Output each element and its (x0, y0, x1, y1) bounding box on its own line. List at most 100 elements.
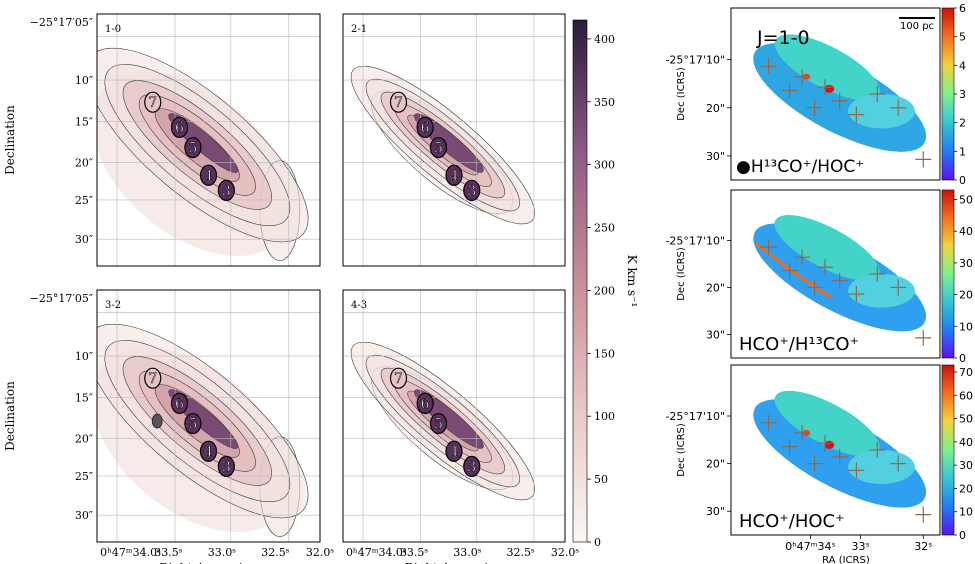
source-ellipse-5 (184, 136, 202, 159)
ratio-colorbar-tick-label: 30 (959, 459, 973, 472)
x-tick-label: 0ʰ47ᵐ34.0ˢ (346, 546, 407, 559)
ratio-colorbar-tick-label: 50 (959, 194, 973, 207)
ratio-label: ●H¹³CO⁺/HOC⁺ (736, 157, 864, 177)
colorbar-gradient (572, 19, 588, 543)
x-tick-label: 32ˢ (914, 540, 932, 553)
colorbar-tick-label: 400 (594, 33, 615, 46)
source-ellipse-7 (144, 91, 162, 113)
x-tick-label: 33ˢ (852, 540, 870, 553)
colorbar-tick-label: 0 (594, 536, 601, 549)
y-tick-label: 15″ (75, 115, 93, 128)
source-ellipse-4 (199, 440, 218, 462)
y-tick-label: -25°17'10" (665, 410, 725, 423)
y-tick-label: 20″ (75, 433, 93, 446)
ratio-colorbar-tick-label: 4 (959, 59, 966, 72)
y-tick-label: 25″ (75, 194, 93, 207)
source-ellipse-5 (429, 136, 448, 159)
y-tick-label: 15″ (75, 391, 93, 404)
source-label-3: 3 (467, 459, 476, 475)
source-cross (869, 266, 886, 282)
colorbar-tick-label: 150 (594, 347, 615, 360)
panel-frame (96, 13, 321, 267)
source-cross (806, 455, 823, 472)
x-axis-label: Right Ascension (159, 561, 258, 564)
panel-frame (96, 289, 321, 543)
y-tick-label: −25°17′05″ (30, 292, 93, 305)
y-axis-label: Dec (ICRS) (676, 423, 687, 477)
ratio-colorbar-tick-label: 5 (959, 31, 966, 44)
source-cross (760, 239, 777, 256)
colorbar-tick-label: 200 (594, 284, 615, 297)
source-ellipse-4 (445, 164, 463, 186)
ratio-colorbar (941, 189, 955, 359)
source-cross (915, 506, 932, 523)
colorbar-tick-label: 300 (594, 159, 615, 172)
source-ellipse-3 (463, 179, 481, 201)
source-label-6: 6 (421, 396, 430, 412)
source-label-7: 7 (148, 95, 157, 111)
source-label-4: 4 (204, 168, 213, 184)
y-tick-label: -25°17'10" (665, 54, 725, 67)
ratio-label: HCO⁺/H¹³CO⁺ (739, 334, 859, 355)
source-label-3: 3 (222, 183, 231, 199)
x-tick-label: 32.5ˢ (506, 546, 534, 559)
beam-ellipse (151, 413, 163, 429)
ratio-panel-3: -25°17'10" 20" 30" Dec (ICRS) HCO⁺/HOC⁺ 0 10 20… (665, 364, 973, 564)
ratio-colorbar-tick-label: 0 (959, 174, 966, 187)
ratio-colorbar-tick-label: 20 (959, 289, 973, 302)
source-label-4: 4 (450, 444, 459, 460)
colorbar-tick-label: 350 (594, 96, 615, 109)
panel-frame (730, 364, 941, 536)
source-ellipse-3 (217, 455, 235, 477)
ratio-colorbar-tick-label: 6 (959, 2, 966, 15)
source-cross (915, 329, 932, 346)
y-tick-label: 25″ (75, 470, 93, 483)
x-axis-label: Right Ascension (405, 561, 504, 564)
ratio-colorbar-tick-label: 70 (959, 366, 973, 379)
ratio-colorbar-tick-label: 40 (959, 225, 973, 238)
source-ellipse-7 (144, 367, 162, 389)
x-tick-label: 0ʰ47ᵐ34.0ˢ (100, 546, 161, 559)
y-tick-label: 30" (706, 328, 725, 341)
source-cross (869, 86, 886, 102)
source-cross (817, 435, 834, 452)
source-cross (760, 414, 777, 431)
ratio-colorbar (941, 364, 955, 536)
ratio-map-highlight (774, 390, 880, 457)
source-cross (848, 286, 865, 303)
ratio-map-east (848, 94, 915, 129)
source-cross (890, 99, 907, 116)
source-cross (794, 68, 811, 85)
source-label-7: 7 (394, 95, 403, 111)
source-cross (781, 82, 798, 99)
y-tick-label: −25°17′05″ (30, 16, 93, 29)
source-cross (817, 259, 834, 276)
x-tick-label: 32.5ˢ (261, 546, 289, 559)
y-tick-label: 30″ (75, 233, 93, 246)
source-label-5: 5 (434, 141, 443, 157)
x-tick-label: 32.0ˢ (306, 546, 334, 559)
x-tick-label: 33.5ˢ (154, 546, 182, 559)
x-tick-label: 33.0ˢ (453, 546, 481, 559)
source-label-6: 6 (175, 120, 184, 136)
source-label-5: 5 (434, 417, 443, 433)
source-label-5: 5 (188, 417, 197, 433)
source-cross (781, 438, 798, 455)
y-axis-label: Declination (3, 381, 17, 451)
source-cross (806, 279, 823, 296)
ratio-panel-2: -25°17'10" 20" 30" Dec (ICRS) HCO⁺/H¹³CO⁺ 0 10… (665, 189, 973, 365)
panel-frame (342, 289, 566, 543)
right-ratio-maps: -25°17'10" 20" 30" Dec (ICRS) ●H¹³CO⁺/HOC⁺ J=… (665, 2, 973, 564)
ratio-peak (824, 84, 835, 93)
x-tick-label: 33.0ˢ (208, 546, 236, 559)
ratio-colorbar-tick-label: 40 (959, 436, 973, 449)
ratio-colorbar-tick-label: 3 (959, 88, 966, 101)
source-cross (890, 279, 907, 296)
source-cross (817, 79, 834, 96)
colorbar-tick-label: 50 (594, 473, 608, 486)
source-cross (831, 448, 848, 465)
source-ellipse-6 (170, 392, 189, 414)
